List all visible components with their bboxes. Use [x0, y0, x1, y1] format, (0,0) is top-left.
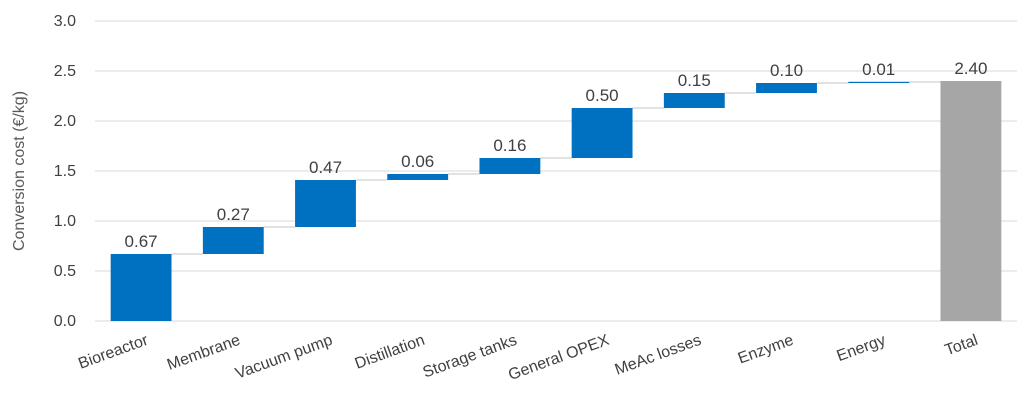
bar-membrane [202, 227, 264, 254]
y-tick-label: 3.0 [54, 13, 76, 30]
bar-distillation [387, 174, 449, 180]
bar-bioreactor [110, 254, 172, 321]
x-category-label: Energy [835, 332, 888, 365]
x-category-label: Membrane [165, 332, 243, 374]
bar-vacuum-pump [295, 180, 356, 227]
x-category-label: Bioreactor [76, 332, 151, 373]
x-category-label: Distillation [353, 332, 427, 373]
data-label: 2.40 [954, 59, 987, 78]
x-category-label: Total [943, 332, 981, 360]
bar-enzyme [756, 83, 817, 93]
gridlines [95, 20, 1017, 322]
bars [110, 81, 1002, 321]
data-label: 0.27 [217, 205, 250, 224]
data-labels: 0.67 0.27 0.47 0.06 0.16 0.50 0.15 0.10 0.01 2.40 [125, 59, 988, 251]
y-tick-label: 1.5 [54, 163, 76, 180]
data-label: 0.10 [770, 61, 803, 80]
y-axis-ticks: 0.0 0.5 1.0 1.5 2.0 2.5 3.0 [54, 13, 76, 330]
y-tick-label: 2.0 [54, 113, 76, 130]
data-label: 0.15 [678, 71, 711, 90]
data-label: 0.01 [862, 60, 895, 79]
data-label: 0.50 [586, 86, 619, 105]
y-tick-label: 2.5 [54, 63, 76, 80]
data-label: 0.67 [125, 232, 158, 251]
y-tick-label: 1.0 [54, 213, 76, 230]
y-tick-label: 0.5 [54, 263, 76, 280]
x-category-label: Enzyme [736, 332, 796, 368]
x-category-label: Vacuum pump [233, 332, 335, 383]
bar-general-opex [571, 108, 633, 158]
x-category-label: MeAc losses [613, 332, 704, 379]
x-category-label: Storage tanks [421, 332, 520, 382]
x-category-label: General OPEX [506, 332, 612, 384]
y-tick-label: 0.0 [54, 313, 76, 330]
bar-energy [848, 81, 910, 83]
data-label: 0.47 [309, 158, 342, 177]
data-label: 0.16 [493, 136, 526, 155]
bar-storage-tanks [479, 158, 541, 174]
bar-meac-losses [663, 93, 725, 108]
y-axis-label: Conversion cost (€/kg) [11, 91, 28, 251]
bar-total [940, 81, 1002, 321]
connector-lines [171, 81, 941, 255]
data-label: 0.06 [401, 152, 434, 171]
